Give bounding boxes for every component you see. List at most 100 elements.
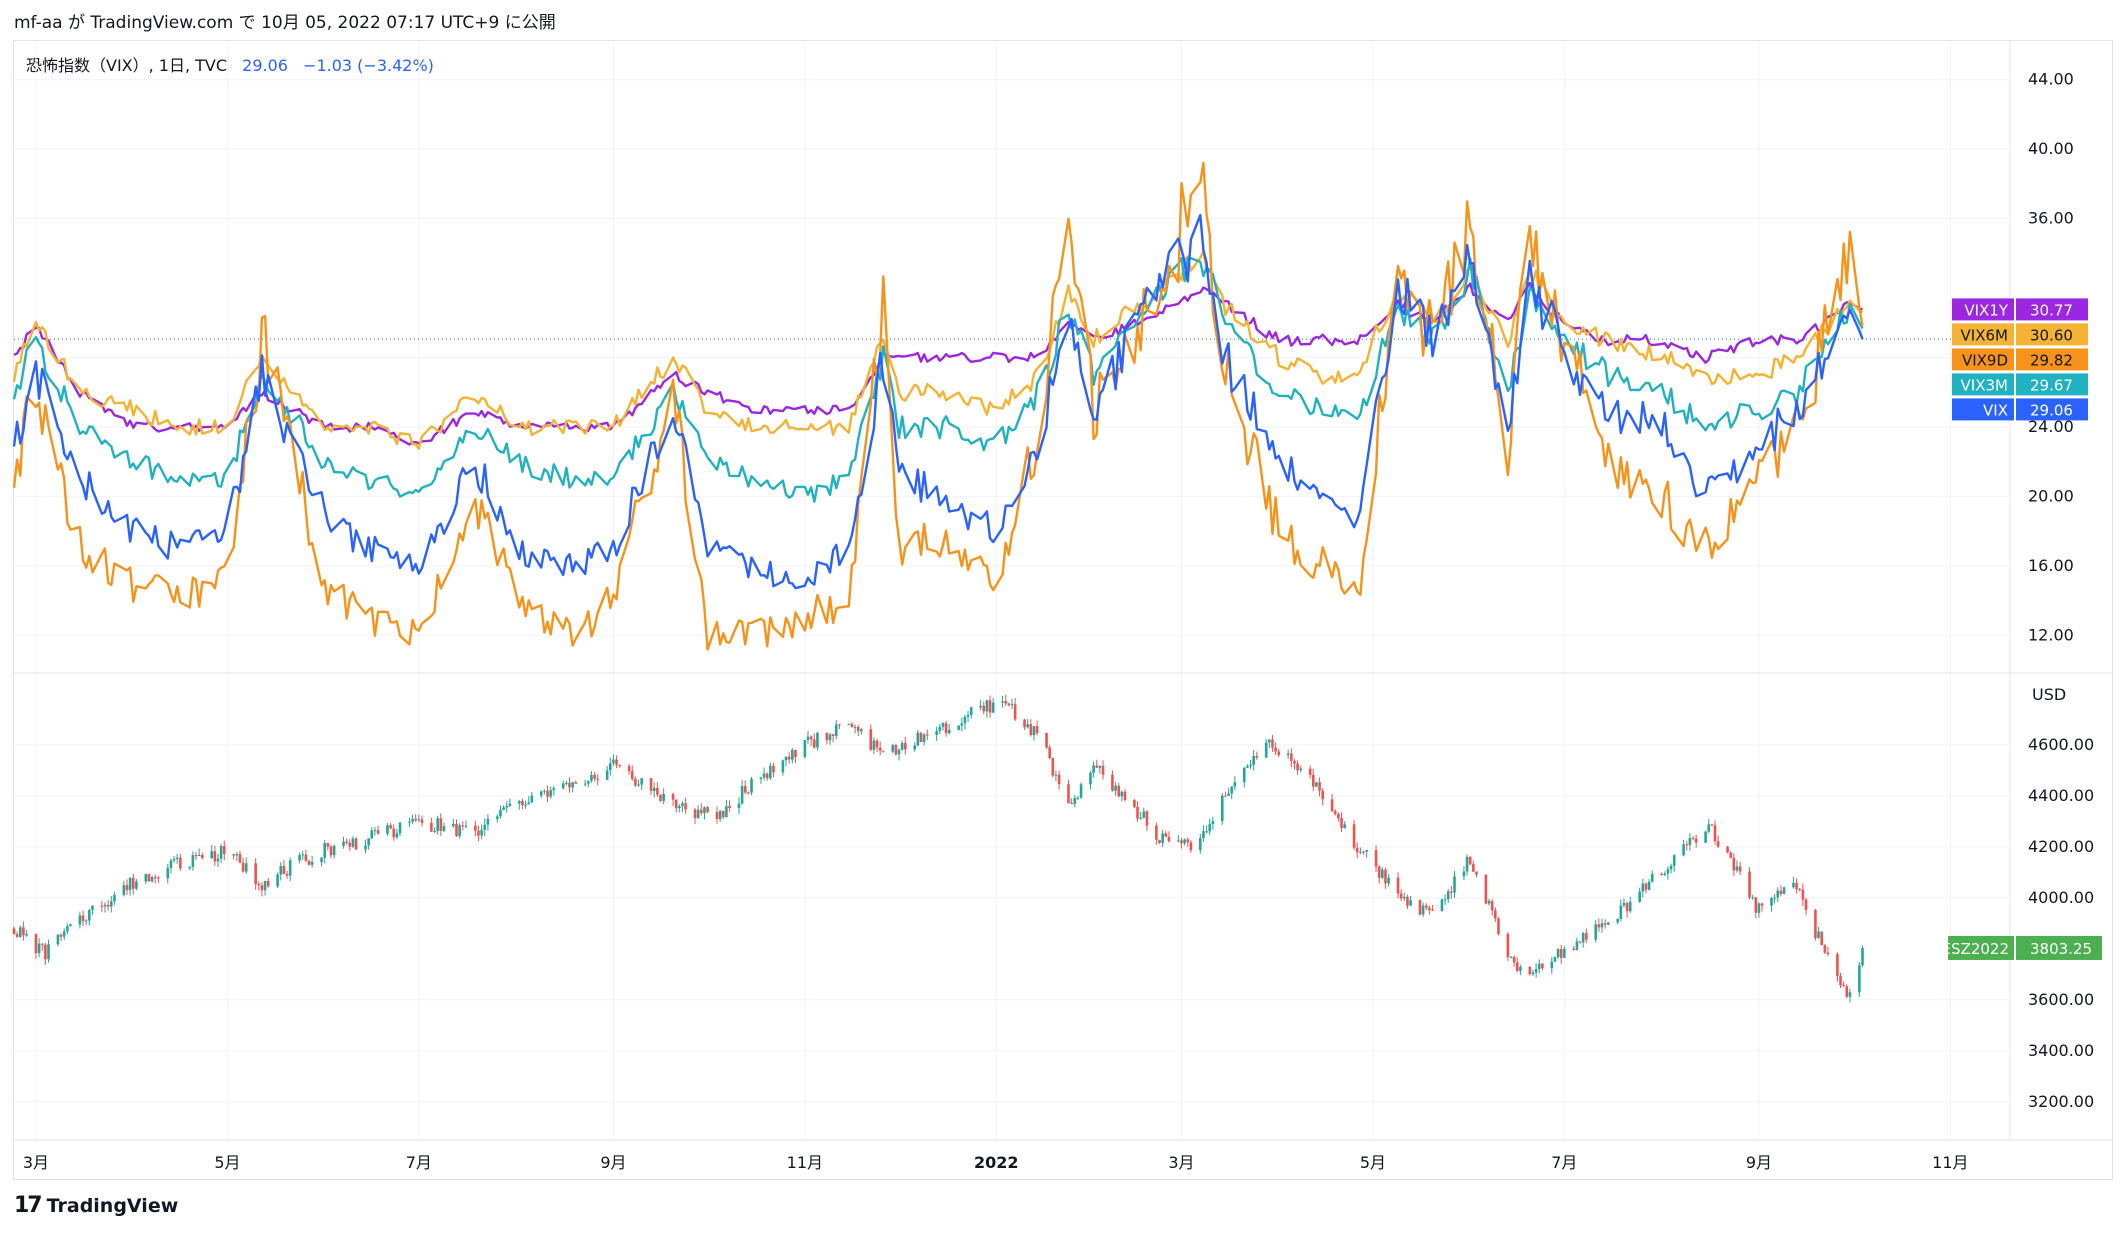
candle-body bbox=[81, 915, 85, 922]
candle-body bbox=[612, 759, 615, 764]
candle-body bbox=[1001, 701, 1004, 703]
candle-body bbox=[389, 825, 392, 829]
candle-body bbox=[1073, 797, 1077, 804]
candle-body bbox=[684, 803, 687, 810]
candle-body bbox=[1594, 924, 1598, 940]
candle-body bbox=[1773, 897, 1776, 899]
candle-body bbox=[22, 927, 25, 936]
series-tag-name-bg bbox=[1952, 398, 2014, 421]
candle-body bbox=[659, 794, 662, 801]
chart-frame bbox=[13, 40, 2113, 1180]
candle-body bbox=[1249, 764, 1252, 767]
candle-body bbox=[574, 782, 578, 784]
candle-body bbox=[740, 786, 744, 804]
candle-body bbox=[1553, 957, 1557, 962]
candle-body bbox=[1443, 899, 1447, 901]
es-tag-name: ESZ2022 bbox=[1942, 940, 2009, 958]
candle-body bbox=[69, 924, 72, 927]
candle-body bbox=[985, 700, 989, 712]
candle-body bbox=[345, 841, 348, 843]
candle-body bbox=[1023, 719, 1026, 728]
candle-body bbox=[1202, 831, 1205, 839]
candle-body bbox=[1509, 956, 1513, 958]
candle-body bbox=[122, 885, 126, 895]
candle-body bbox=[1472, 864, 1475, 872]
candle-body bbox=[1252, 755, 1255, 765]
candle-body bbox=[34, 934, 38, 954]
series-legend[interactable]: 恐怖指数（VIX）, 1日, TVC 29.06 −1.03 (−3.42%) bbox=[26, 52, 434, 76]
x-tick-label: 11月 bbox=[1932, 1153, 1968, 1172]
candle-body bbox=[40, 943, 44, 945]
candle-body bbox=[527, 802, 530, 805]
candle-body bbox=[1660, 873, 1663, 876]
legend-symbol-name: 恐怖指数（VIX）, 1日, TVC bbox=[26, 56, 228, 75]
candle-body bbox=[1748, 871, 1751, 898]
candle-body bbox=[587, 780, 590, 784]
candle-body bbox=[1694, 838, 1698, 843]
candle-body bbox=[464, 825, 468, 827]
candle-body bbox=[128, 877, 132, 891]
candle-body bbox=[367, 838, 370, 846]
candle-body bbox=[282, 865, 286, 874]
candle-body bbox=[706, 807, 709, 813]
candle-body bbox=[1754, 897, 1758, 913]
candle-body bbox=[131, 877, 135, 889]
candle-body bbox=[860, 729, 863, 732]
candle-body bbox=[737, 803, 741, 809]
candle-body bbox=[420, 819, 424, 823]
candle-body bbox=[1465, 856, 1469, 872]
candle-body bbox=[1293, 760, 1296, 764]
x-tick-label: 3月 bbox=[23, 1153, 49, 1172]
candle-body bbox=[941, 723, 945, 727]
candle-body bbox=[414, 818, 418, 821]
candle-body bbox=[1095, 765, 1099, 768]
candle-body bbox=[1359, 851, 1362, 853]
candle-body bbox=[222, 846, 226, 855]
candle-body bbox=[25, 934, 28, 936]
candle-body bbox=[1672, 855, 1676, 866]
candle-body bbox=[1729, 852, 1732, 858]
candle-body bbox=[640, 778, 643, 785]
candle-body bbox=[1396, 877, 1400, 894]
candle-body bbox=[897, 749, 901, 755]
candle-body bbox=[806, 736, 810, 741]
candle-body bbox=[1164, 833, 1168, 837]
candle-body bbox=[671, 793, 675, 800]
series-tag-name-bg bbox=[1952, 373, 2014, 396]
candle-body bbox=[1625, 902, 1629, 912]
candle-body bbox=[539, 791, 543, 796]
candle-body bbox=[1189, 842, 1193, 851]
y-tick-label: 3600.00 bbox=[2028, 990, 2094, 1009]
candle-body bbox=[370, 830, 374, 839]
candle-body bbox=[1155, 825, 1158, 840]
candle-body bbox=[1092, 765, 1095, 773]
candle-body bbox=[565, 782, 568, 784]
candle-body bbox=[1801, 889, 1805, 900]
candle-body bbox=[1277, 751, 1281, 756]
candle-body bbox=[674, 799, 678, 809]
candle-body bbox=[1453, 876, 1456, 893]
candle-body bbox=[235, 854, 239, 856]
series-tag-value: 29.06 bbox=[2030, 401, 2073, 419]
candle-body bbox=[310, 861, 314, 865]
candle-body bbox=[263, 880, 267, 891]
series-tag-name: VIX1Y bbox=[1964, 301, 2009, 319]
candle-body bbox=[109, 901, 113, 907]
footer-brand[interactable]: 17 TradingView bbox=[14, 1193, 178, 1218]
candle-body bbox=[803, 740, 807, 758]
candle-body bbox=[1484, 874, 1488, 904]
candle-body bbox=[1205, 831, 1208, 833]
candle-body bbox=[210, 851, 214, 859]
candle-body bbox=[1290, 753, 1293, 761]
candle-body bbox=[1399, 893, 1403, 899]
series-line-vix6m bbox=[12, 249, 1864, 451]
candle-body bbox=[1045, 733, 1048, 748]
x-tick-label: 7月 bbox=[1551, 1153, 1577, 1172]
candle-body bbox=[1669, 865, 1673, 870]
x-tick-label: 2022 bbox=[974, 1153, 1019, 1172]
candle-body bbox=[1663, 873, 1667, 876]
candle-body bbox=[241, 862, 245, 872]
candle-body bbox=[1575, 941, 1579, 950]
candle-body bbox=[1402, 896, 1406, 899]
